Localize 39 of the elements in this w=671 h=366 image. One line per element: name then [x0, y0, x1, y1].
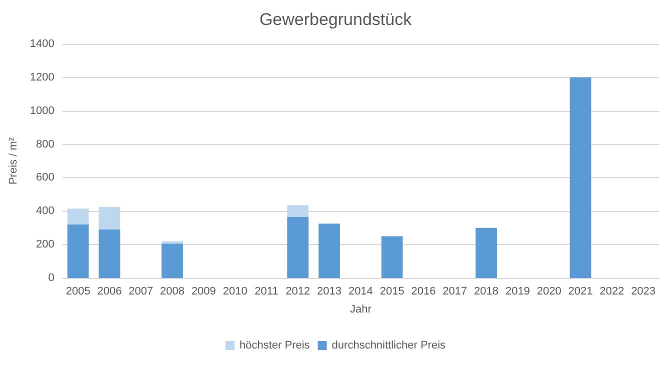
y-tick-label: 200 [36, 238, 54, 251]
x-axis-title: Jahr [350, 304, 372, 316]
x-tick-label: 2009 [191, 286, 216, 298]
x-tick-label: 2017 [442, 286, 468, 298]
y-tick-label: 800 [36, 138, 54, 150]
x-tick-label: 2021 [568, 286, 593, 298]
x-tick-label: 2007 [128, 286, 154, 298]
x-tick-label: 2010 [222, 286, 248, 298]
y-tick-label: 0 [48, 272, 54, 284]
bar [318, 224, 340, 278]
y-tick-label: 600 [36, 172, 54, 184]
x-tick-label: 2016 [411, 286, 436, 298]
x-tick-label: 2014 [348, 286, 373, 298]
legend-label: höchster Preis [239, 340, 310, 352]
bar [67, 224, 89, 278]
y-tick-label: 1200 [30, 71, 54, 84]
x-tick-label: 2012 [286, 286, 310, 298]
x-tick-label: 2023 [631, 286, 656, 298]
x-tick-label: 2015 [380, 286, 404, 298]
bar [287, 216, 309, 278]
y-tick-label: 400 [36, 205, 54, 218]
y-axis-title: Preis / m² [8, 137, 20, 185]
x-tick-label: 2019 [505, 286, 530, 298]
x-tick-label: 2008 [160, 286, 185, 298]
y-tick-label: 1400 [30, 38, 54, 50]
x-tick-label: 2005 [66, 286, 90, 298]
bar [381, 236, 403, 278]
bar [476, 228, 497, 278]
y-tick-label: 1000 [30, 104, 54, 117]
chart-title: Gewerbegrundstück [259, 10, 412, 29]
x-tick-label: 2022 [600, 286, 624, 298]
x-tick-label: 2006 [97, 286, 122, 298]
bar [98, 230, 120, 278]
x-tick-label: 2013 [317, 286, 342, 298]
x-tick-label: 2018 [474, 286, 499, 298]
x-tick-label: 2011 [254, 286, 278, 298]
x-tick-label: 2020 [536, 286, 562, 298]
legend-label: durchschnittlicher Preis [332, 340, 446, 352]
bar [570, 77, 592, 278]
